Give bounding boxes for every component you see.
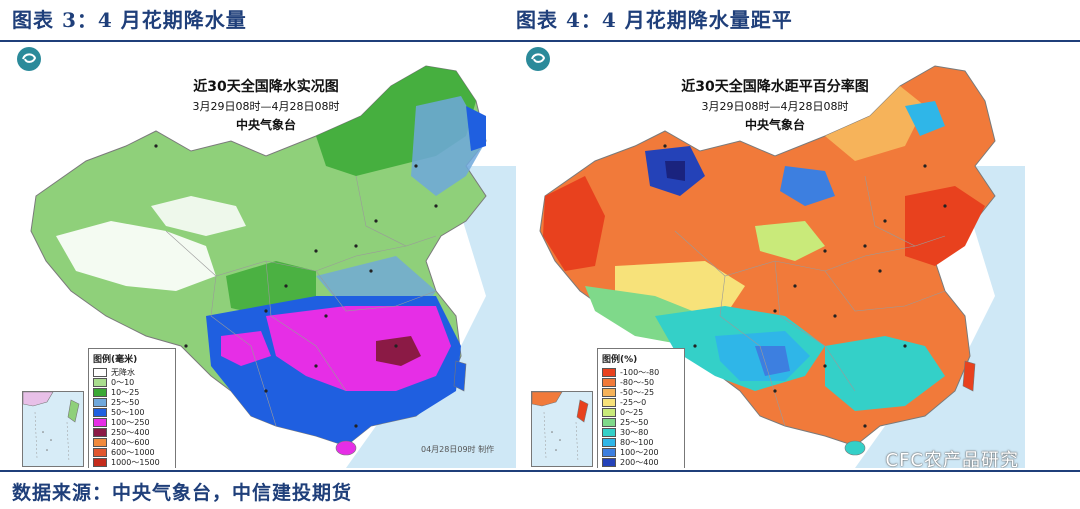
legend-title: 图例(毫米)	[93, 355, 138, 365]
legend-label: 250～400	[111, 427, 150, 437]
legend-item: 400～600	[93, 437, 171, 447]
legend-title: 图例(%)	[602, 355, 638, 365]
map-title: 近30天全国降水实况图	[193, 79, 339, 95]
legend-label: -100～-80	[620, 367, 660, 377]
precipitation-anomaly-map: 近30天全国降水距平百分率图 3月29日08时—4月28日08时 中央气象台 图…	[525, 46, 1025, 468]
data-source: 数据来源：中央气象台，中信建投期货	[12, 482, 353, 504]
legend-swatch	[602, 417, 616, 427]
legend-item: -80～-50	[602, 377, 680, 387]
legend-item: >400	[602, 467, 680, 468]
legend-item: 无降水	[93, 367, 171, 377]
legend-swatch	[93, 367, 107, 377]
wechat-watermark: CFC农产品研究	[885, 450, 1019, 468]
legend-swatch	[93, 457, 107, 467]
legend-item: -25～0	[602, 397, 680, 407]
precipitation-map: 近30天全国降水实况图 3月29日08时—4月28日08时 中央气象台 图例(毫…	[16, 46, 516, 468]
legend-swatch	[93, 397, 107, 407]
legend-label: 25～50	[111, 397, 140, 407]
legend-swatch	[93, 447, 107, 457]
legend-label: 1000～1500	[111, 457, 160, 467]
legend-label: -80～-50	[620, 377, 655, 387]
legend-item: 1000～1500	[93, 457, 171, 467]
legend-swatch	[602, 367, 616, 377]
legend-swatch	[93, 407, 107, 417]
footer-rule	[0, 470, 1080, 472]
legend-item: 250～400	[93, 427, 171, 437]
cma-logo-icon	[526, 47, 550, 71]
map-date-range: 3月29日08时—4月28日08时	[192, 100, 340, 113]
legend-swatch	[602, 437, 616, 447]
legend-item: -100～-80	[602, 367, 680, 377]
legend-item: 0～25	[602, 407, 680, 417]
legend-swatch	[93, 377, 107, 387]
legend-label: 无降水	[111, 367, 135, 377]
legend-item: 100～200	[602, 447, 680, 457]
legend-swatch	[602, 377, 616, 387]
legend-label: 400～600	[111, 437, 150, 447]
legend-item: 600～1000	[93, 447, 171, 457]
figure-3-title: 图表 3：4 月花期降水量	[12, 8, 247, 32]
legend-label: -50～-25	[620, 387, 655, 397]
legend-label: 0～25	[620, 407, 644, 417]
legend-swatch	[602, 467, 616, 468]
south-china-sea-inset	[531, 391, 593, 467]
legend-label: 600～1000	[111, 447, 155, 457]
precipitation-map-graphic	[16, 46, 516, 468]
legend-item: -50～-25	[602, 387, 680, 397]
legend-label: 200～400	[620, 457, 659, 467]
legend-swatch	[602, 397, 616, 407]
precipitation-legend: 图例(毫米) 无降水 0～10 10～25 25～50 50～100 100～250 250…	[88, 348, 176, 468]
legend-label: >400	[620, 468, 642, 469]
legend-item: 200～400	[602, 457, 680, 467]
map-organization: 中央气象台	[744, 118, 805, 132]
cma-logo-icon	[17, 47, 41, 71]
legend-label: 25～50	[620, 417, 649, 427]
legend-item: 10～25	[93, 387, 171, 397]
legend-label: 100～250	[111, 417, 150, 427]
production-stamp: 04月28日09时 制作	[421, 445, 495, 454]
south-china-sea-inset	[22, 391, 84, 467]
legend-item: ≥1500	[93, 467, 171, 468]
legend-item: 25～50	[93, 397, 171, 407]
legend-swatch	[602, 427, 616, 437]
legend-label: -25～0	[620, 397, 647, 407]
legend-label: ≥1500	[111, 468, 138, 469]
legend-swatch	[93, 427, 107, 437]
legend-swatch	[93, 437, 107, 447]
legend-swatch	[602, 457, 616, 467]
legend-label: 10～25	[111, 387, 140, 397]
legend-swatch	[602, 447, 616, 457]
legend-item: 50～100	[93, 407, 171, 417]
legend-item: 30～80	[602, 427, 680, 437]
map-organization: 中央气象台	[235, 118, 296, 132]
legend-label: 30～80	[620, 427, 649, 437]
map-date-range: 3月29日08时—4月28日08时	[701, 100, 849, 113]
legend-label: 50～100	[111, 407, 145, 417]
anomaly-map-graphic	[525, 46, 1025, 468]
figure-4-title: 图表 4：4 月花期降水量距平	[516, 8, 793, 32]
legend-label: 0～10	[111, 377, 135, 387]
legend-label: 100～200	[620, 447, 659, 457]
legend-item: 100～250	[93, 417, 171, 427]
legend-swatch	[93, 387, 107, 397]
anomaly-legend: 图例(%) -100～-80 -80～-50 -50～-25 -25～0 0～25 25～…	[597, 348, 685, 468]
header-rule	[0, 40, 1080, 42]
legend-item: 80～100	[602, 437, 680, 447]
legend-label: 80～100	[620, 437, 654, 447]
legend-item: 0～10	[93, 377, 171, 387]
legend-item: 25～50	[602, 417, 680, 427]
legend-swatch	[602, 407, 616, 417]
legend-swatch	[602, 387, 616, 397]
map-title: 近30天全国降水距平百分率图	[681, 79, 869, 95]
legend-swatch	[93, 417, 107, 427]
legend-swatch	[93, 467, 107, 468]
